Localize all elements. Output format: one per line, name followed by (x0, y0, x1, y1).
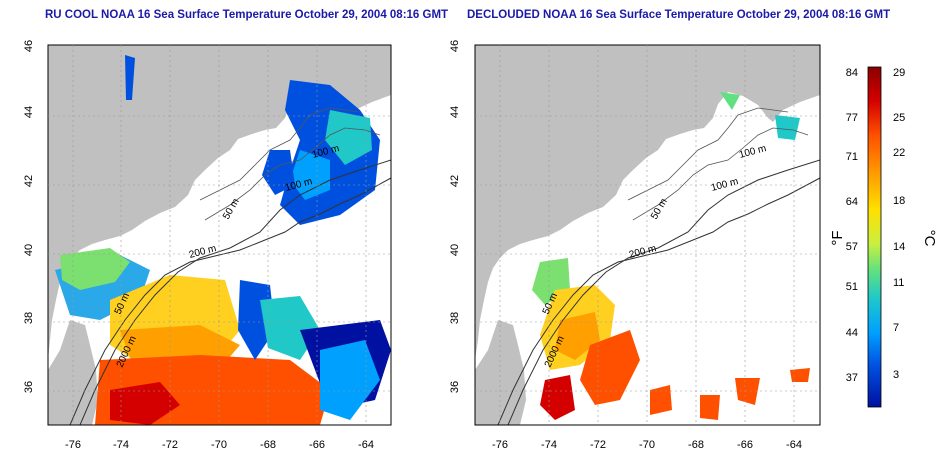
lat-tick: 42 (449, 175, 461, 187)
lon-tick: -76 (65, 439, 81, 451)
lat-tick: 40 (449, 244, 461, 256)
land-mass (475, 320, 526, 425)
lon-tick: -66 (309, 439, 325, 451)
lon-tick: -72 (590, 439, 606, 451)
lat-tick: 36 (449, 381, 461, 393)
celsius-tick: 22 (893, 147, 905, 159)
lon-tick: -68 (688, 439, 704, 451)
fahrenheit-tick: 57 (846, 241, 858, 253)
lat-tick: 38 (449, 312, 461, 324)
lon-tick: -74 (113, 439, 129, 451)
land-mass (48, 45, 391, 360)
land-mass (48, 320, 98, 425)
lon-tick: -72 (162, 439, 178, 451)
lat-tick: 38 (23, 312, 35, 324)
lon-tick: -70 (211, 439, 227, 451)
celsius-tick: 18 (893, 195, 905, 207)
celsius-tick: 3 (893, 369, 899, 381)
fahrenheit-tick: 44 (846, 327, 858, 339)
left-map-title: RU COOL NOAA 16 Sea Surface Temperature … (45, 9, 449, 21)
fahrenheit-tick: 37 (846, 372, 858, 384)
celsius-tick: 25 (893, 112, 905, 124)
celsius-tick: 29 (893, 67, 905, 79)
fahrenheit-tick: 71 (846, 151, 858, 163)
colorbar: 84 77 71 64 57 51 44 37 29 25 22 18 14 1… (829, 66, 938, 408)
celsius-tick: 11 (893, 277, 904, 289)
lat-tick: 44 (449, 106, 461, 118)
lat-tick: 36 (23, 381, 35, 393)
lon-tick: -68 (260, 439, 276, 451)
fahrenheit-tick: 51 (846, 281, 858, 293)
right-map: 100 m 100 m 50 m 200 m 50 m 2000 m -76 -… (449, 40, 821, 451)
celsius-tick: 7 (893, 322, 899, 334)
lat-tick: 46 (23, 40, 35, 52)
lat-tick: 40 (23, 244, 35, 256)
fahrenheit-tick: 64 (846, 196, 858, 208)
lat-tick: 42 (23, 175, 35, 187)
fahrenheit-tick: 84 (846, 67, 858, 79)
lon-tick: -64 (786, 439, 802, 451)
celsius-label: °C (921, 230, 938, 247)
fahrenheit-label: °F (829, 230, 846, 245)
fahrenheit-tick: 77 (846, 112, 858, 124)
left-map: 100 m 100 m 50 m 200 m 50 m 2000 m -76 -… (23, 40, 392, 451)
lon-tick: -70 (639, 439, 655, 451)
lon-tick: -74 (541, 439, 557, 451)
lon-tick: -64 (358, 439, 374, 451)
lon-tick: -76 (492, 439, 508, 451)
celsius-tick: 14 (893, 241, 905, 253)
lon-tick: -66 (737, 439, 753, 451)
colorbar-gradient (867, 66, 882, 408)
right-map-title: DECLOUDED NOAA 16 Sea Surface Temperatur… (467, 9, 891, 21)
lat-tick: 46 (449, 40, 461, 52)
land-mass (475, 45, 820, 360)
lat-tick: 44 (23, 106, 35, 118)
